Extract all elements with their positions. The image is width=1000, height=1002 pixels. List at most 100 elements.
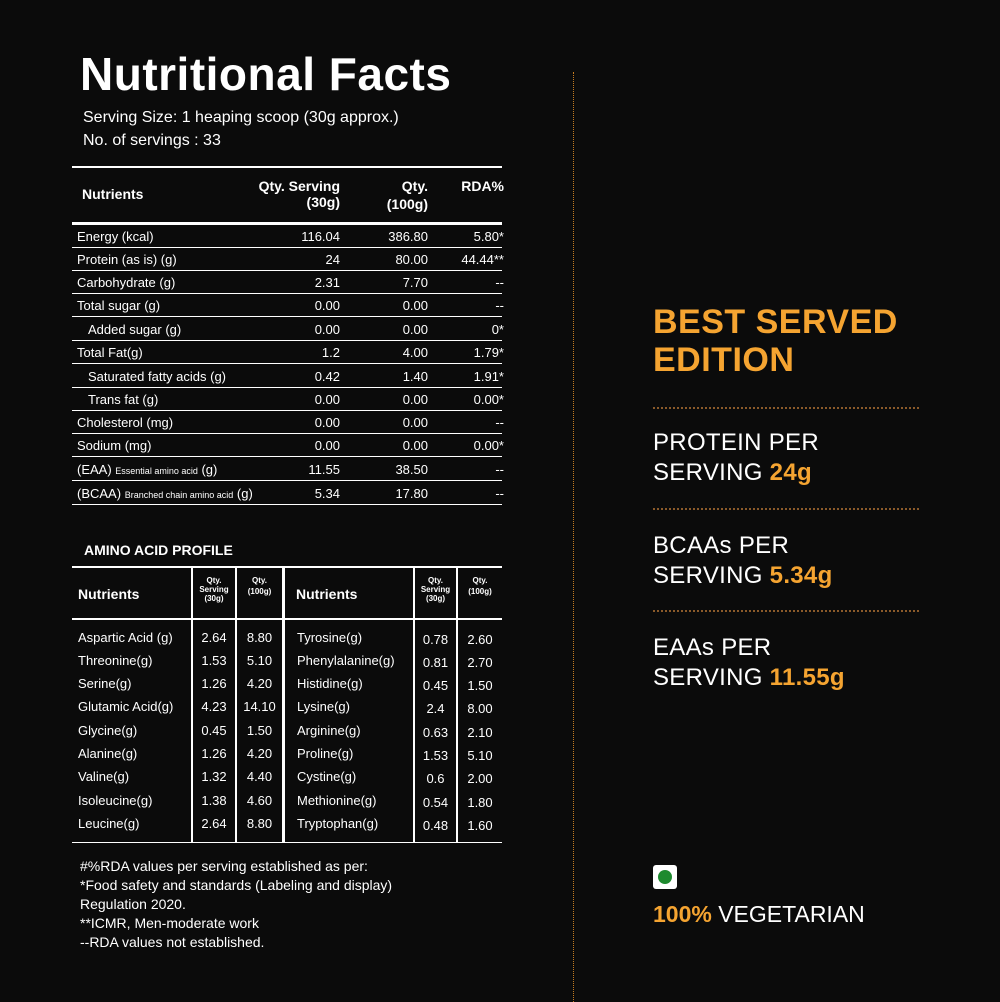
footnote: **ICMR, Men-moderate work xyxy=(80,915,259,931)
feature-value: 24g xyxy=(769,459,812,486)
nutrient-rda: -- xyxy=(495,415,504,430)
footnote: *Food safety and standards (Labeling and… xyxy=(80,877,393,893)
amino-name: Histidine(g) xyxy=(297,676,363,691)
number-of-servings: No. of servings : 33 xyxy=(83,132,221,149)
amino-name: Methionine(g) xyxy=(297,793,377,808)
amino-qty-100: 1.60 xyxy=(467,818,493,833)
row-rule xyxy=(72,387,502,388)
dotted-separator xyxy=(653,610,919,612)
nutrient-qty-serving: 5.34 xyxy=(314,486,340,501)
amino-qty-100: 14.10 xyxy=(243,699,276,714)
amino-qty-100: 4.20 xyxy=(246,676,273,691)
footnote: Regulation 2020. xyxy=(80,896,186,912)
amino-qty-serving: 2.4 xyxy=(426,701,445,716)
nutrient-name: Added sugar (g) xyxy=(88,322,182,337)
feature-line: SERVING xyxy=(653,562,770,589)
nutrient-rda: 0* xyxy=(491,322,504,337)
amino-header-qty: Qty. xyxy=(472,576,488,585)
veg-label: VEGETARIAN xyxy=(711,901,865,927)
amino-qty-serving: 0.63 xyxy=(422,725,449,740)
amino-name: Alanine(g) xyxy=(78,746,138,761)
amino-name: Aspartic Acid (g) xyxy=(78,630,173,645)
nutrient-rda: -- xyxy=(495,486,504,501)
feature-line: SERVING xyxy=(653,664,770,691)
nutrient-qty-100: 0.00 xyxy=(402,392,428,407)
vertical-divider xyxy=(573,72,574,1002)
veg-dot xyxy=(658,870,672,884)
nutrient-name-full: Essential amino acid xyxy=(115,466,198,476)
header-nutrients: Nutrients xyxy=(82,186,144,202)
nutrient-qty-serving: 1.2 xyxy=(321,345,340,360)
amino-qty-100: 4.20 xyxy=(246,746,273,761)
amino-qty-serving: 0.45 xyxy=(422,678,449,693)
nutrient-qty-serving: 11.55 xyxy=(308,462,340,477)
feature-line: SERVING xyxy=(653,459,770,486)
row-rule xyxy=(72,316,502,317)
row-rule xyxy=(72,247,502,248)
amino-name: Leucine(g) xyxy=(78,816,140,831)
nutrient-rda: 5.80* xyxy=(473,229,504,244)
feature-value: 11.55g xyxy=(769,664,845,691)
table-top-rule xyxy=(72,166,502,168)
amino-qty-serving: 1.53 xyxy=(201,653,227,668)
amino-header-qty: Qty. xyxy=(428,576,443,585)
nutrient-name: Protein (as is) (g) xyxy=(77,252,177,267)
amino-qty-100: 5.10 xyxy=(467,748,493,763)
amino-header-serving: Serving xyxy=(199,585,229,594)
row-rule xyxy=(72,340,502,341)
nutrient-qty-100: 0.00 xyxy=(402,415,428,430)
amino-qty-serving: 0.6 xyxy=(426,771,445,786)
feature-protein: PROTEIN PER SERVING 24g xyxy=(653,428,819,488)
amino-header-nutrients-right: Nutrients xyxy=(296,586,358,602)
best-served-heading: BEST SERVED EDITION xyxy=(653,303,898,379)
amino-qty-serving: 1.32 xyxy=(201,769,227,784)
amino-name: Serine(g) xyxy=(78,676,132,691)
amino-qty-serving: 1.53 xyxy=(422,748,449,763)
nutrient-name: Cholesterol (mg) xyxy=(77,415,174,430)
row-rule xyxy=(72,270,502,271)
nutrient-name: Trans fat (g) xyxy=(88,392,159,407)
header-rda: RDA% xyxy=(461,178,504,194)
amino-qty-serving: 0.78 xyxy=(422,632,449,647)
nutrient-qty-100: 80.00 xyxy=(395,252,428,267)
row-rule xyxy=(72,480,502,481)
amino-qty-serving: 1.26 xyxy=(201,746,227,761)
amino-header-per100-unit: (100g) xyxy=(468,587,492,596)
nutrient-name: Carbohydrate (g) xyxy=(77,275,176,290)
nutrient-name-abbr: (BCAA) xyxy=(77,486,122,501)
amino-qty-100: 1.50 xyxy=(467,678,493,693)
feature-line: BCAAs PER xyxy=(653,532,790,559)
serving-size: Serving Size: 1 heaping scoop (30g appro… xyxy=(83,109,399,126)
dotted-separator xyxy=(653,407,919,409)
row-rule xyxy=(72,363,502,364)
nutrient-qty-serving: 0.00 xyxy=(314,438,340,453)
amino-name: Valine(g) xyxy=(78,769,130,784)
nutrient-qty-serving: 24 xyxy=(325,252,340,267)
nutrient-rda: 1.91* xyxy=(473,369,504,384)
amino-qty-100: 2.10 xyxy=(467,725,493,740)
nutrient-name: Sodium (mg) xyxy=(77,438,152,453)
amino-bottom-rule xyxy=(72,842,502,843)
nutrient-rda: 1.79* xyxy=(473,345,504,360)
amino-col-divider xyxy=(456,566,458,842)
amino-qty-serving: 2.64 xyxy=(201,816,227,831)
amino-qty-100: 4.60 xyxy=(246,793,273,808)
veg-mark-icon xyxy=(653,865,677,889)
amino-name: Tryptophan(g) xyxy=(297,816,379,831)
amino-qty-serving: 4.23 xyxy=(201,699,227,714)
nutrient-qty-serving: 0.00 xyxy=(314,392,340,407)
amino-name: Threonine(g) xyxy=(78,653,153,668)
amino-qty-100: 1.80 xyxy=(467,795,493,810)
nutrient-qty-serving: 0.00 xyxy=(314,298,340,313)
footnote: --RDA values not established. xyxy=(80,934,265,950)
nutrient-qty-100: 4.00 xyxy=(402,345,428,360)
nutrient-qty-100: 38.50 xyxy=(395,462,428,477)
header-qty-serving-unit: (30g) xyxy=(306,194,340,210)
nutrient-qty-100: 7.70 xyxy=(402,275,428,290)
heading-line-2: EDITION xyxy=(653,341,795,379)
amino-header-qty: Qty. xyxy=(206,576,222,585)
footnote: #%RDA values per serving established as … xyxy=(80,858,368,874)
amino-name: Arginine(g) xyxy=(297,723,361,738)
amino-col-divider xyxy=(191,566,193,842)
amino-qty-100: 5.10 xyxy=(246,653,273,668)
